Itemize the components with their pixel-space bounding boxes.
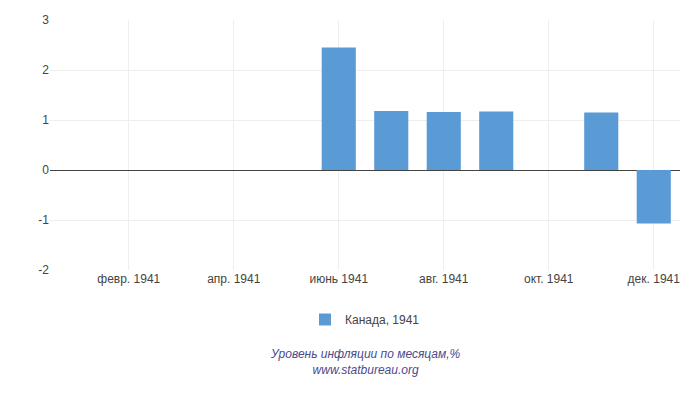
- svg-text:окт. 1941: окт. 1941: [524, 272, 574, 286]
- svg-text:Уровень инфляции по месяцам,%w: Уровень инфляции по месяцам,%www.statbur…: [270, 347, 461, 377]
- svg-text:1: 1: [42, 113, 49, 127]
- svg-text:февр. 1941: февр. 1941: [97, 272, 160, 286]
- svg-text:0: 0: [42, 163, 49, 177]
- svg-text:-2: -2: [38, 263, 49, 277]
- svg-text:3: 3: [42, 13, 49, 27]
- svg-text:дек. 1941: дек. 1941: [628, 272, 681, 286]
- svg-text:авг. 1941: авг. 1941: [419, 272, 469, 286]
- svg-text:Канада, 1941: Канада, 1941: [345, 313, 419, 327]
- svg-text:2: 2: [42, 63, 49, 77]
- svg-text:апр. 1941: апр. 1941: [207, 272, 261, 286]
- svg-text:-1: -1: [38, 213, 49, 227]
- svg-text:июнь 1941: июнь 1941: [309, 272, 368, 286]
